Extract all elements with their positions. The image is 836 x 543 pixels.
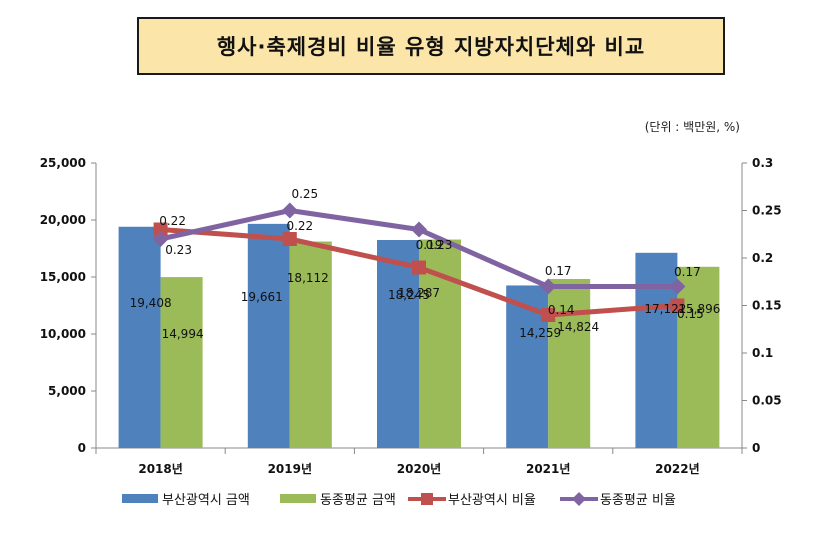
data-label-busan-amount: 17,122 (644, 302, 686, 316)
x-tick-label: 2019년 (268, 462, 312, 476)
data-label-peer-amount: 18,287 (398, 286, 440, 300)
marker-peer-ratio (152, 231, 169, 247)
legend-label: 동종평균 비율 (600, 493, 676, 508)
bar-peer-amount (289, 241, 332, 448)
data-label-peer-ratio: 0.17 (545, 264, 572, 278)
chart-title: 행사·축제경비 비율 유형 지방자치단체와 비교 (137, 17, 725, 75)
legend-swatch (122, 494, 158, 503)
left-tick-label: 20,000 (40, 213, 86, 227)
data-label-busan-ratio: 0.19 (416, 238, 443, 252)
right-tick-label: 0.15 (752, 299, 782, 313)
bar-peer-amount (548, 279, 591, 448)
unit-note: (단위 : 백만원, %) (644, 120, 740, 134)
data-label-peer-amount: 18,112 (287, 271, 329, 285)
data-label-busan-amount: 19,408 (130, 296, 172, 310)
data-label-busan-ratio: 0.22 (286, 219, 313, 233)
data-label-busan-ratio: 0.14 (548, 303, 575, 317)
x-tick-label: 2022년 (655, 462, 699, 476)
data-label-busan-ratio: 0.23 (165, 243, 192, 257)
marker-peer-ratio (540, 278, 557, 295)
left-tick-label: 25,000 (40, 156, 86, 170)
marker-peer-ratio (281, 202, 298, 219)
bar-peer-amount (160, 277, 203, 448)
bar-busan-amount (247, 223, 290, 448)
right-tick-label: 0.3 (752, 156, 773, 170)
legend-label: 부산광역시 비율 (448, 493, 536, 508)
legend-label: 동종평균 금액 (320, 493, 396, 508)
x-tick-label: 2021년 (526, 462, 570, 476)
bar-busan-amount (635, 252, 678, 448)
data-label-peer-ratio: 0.25 (291, 187, 318, 201)
right-tick-label: 0.25 (752, 204, 782, 218)
data-label-peer-ratio: 0.22 (159, 214, 186, 228)
marker-busan-ratio (670, 298, 685, 313)
data-label-peer-amount: 14,994 (162, 327, 204, 341)
data-label-busan-ratio: 0.15 (677, 307, 704, 321)
left-tick-label: 5,000 (48, 384, 86, 398)
marker-busan-ratio (412, 260, 426, 275)
legend-label: 부산광역시 금액 (162, 493, 250, 508)
marker-peer-ratio (411, 221, 427, 238)
data-label-peer-amount: 15,896 (678, 302, 720, 316)
right-tick-label: 0.2 (752, 251, 773, 265)
left-tick-label: 10,000 (40, 327, 86, 341)
legend-marker (572, 492, 586, 506)
data-label-peer-amount: 14,824 (557, 320, 599, 334)
marker-busan-ratio (282, 232, 297, 246)
left-tick-label: 0 (78, 441, 86, 455)
bar-busan-amount (118, 226, 161, 448)
data-label-busan-amount: 18,245 (388, 288, 430, 302)
marker-peer-ratio (669, 278, 686, 295)
x-tick-label: 2020년 (397, 462, 441, 476)
bar-peer-amount (677, 266, 720, 448)
data-label-busan-amount: 14,259 (519, 326, 561, 340)
marker-busan-ratio (541, 308, 556, 322)
right-tick-label: 0.1 (752, 346, 773, 360)
legend-marker (421, 493, 433, 505)
x-tick-label: 2018년 (138, 462, 182, 476)
right-tick-label: 0 (752, 441, 760, 455)
right-tick-label: 0.05 (752, 394, 782, 408)
marker-busan-ratio (153, 222, 168, 237)
left-tick-label: 15,000 (40, 270, 86, 284)
data-label-peer-ratio: 0.17 (674, 265, 701, 279)
data-label-peer-ratio: 0.23 (426, 238, 453, 252)
bar-busan-amount (377, 240, 419, 448)
data-label-busan-amount: 19,661 (241, 290, 283, 304)
legend-swatch (280, 494, 316, 503)
